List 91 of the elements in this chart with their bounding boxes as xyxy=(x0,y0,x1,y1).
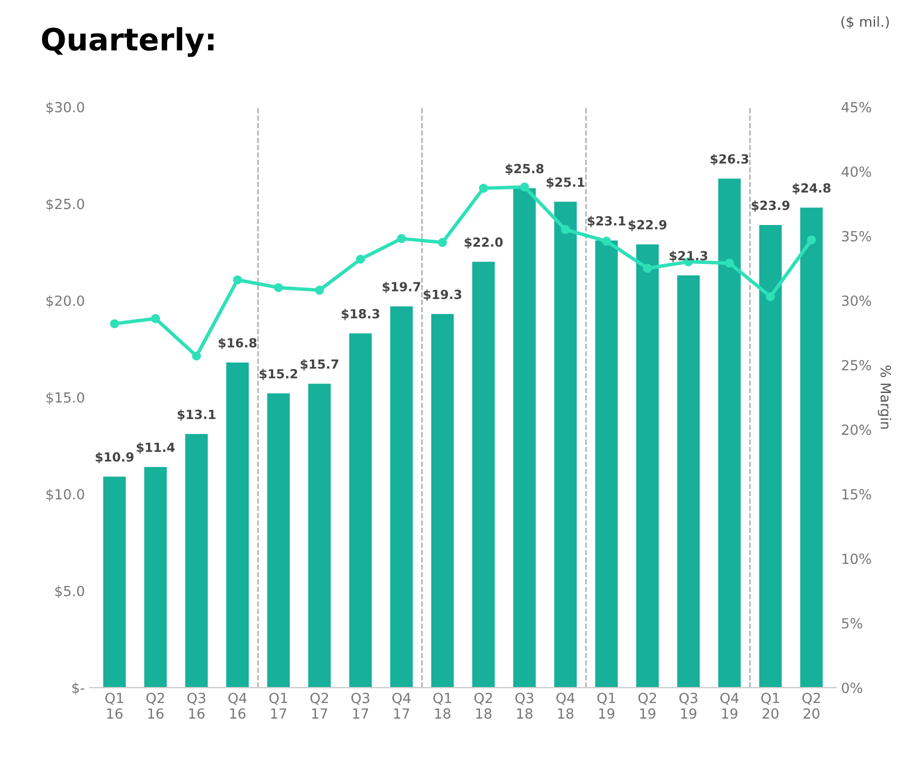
bar xyxy=(759,225,782,688)
x-tick-label: Q2 20 xyxy=(802,692,820,719)
data-label: $16.8 xyxy=(218,338,256,350)
x-tick-label: Q2 17 xyxy=(310,692,328,719)
bar xyxy=(144,466,167,688)
data-label: $25.1 xyxy=(546,177,584,189)
point xyxy=(274,283,284,292)
y2-tick-label: 10% xyxy=(842,554,872,564)
x-tick-label: Q3 17 xyxy=(351,692,370,719)
data-label: $22.9 xyxy=(628,220,666,232)
data-label: $26.3 xyxy=(710,154,748,166)
data-label: $21.3 xyxy=(670,250,708,262)
y2-axis-title: % Margin xyxy=(878,366,892,429)
point xyxy=(806,235,816,244)
bar xyxy=(308,384,331,688)
bar xyxy=(800,208,823,688)
data-label: $25.8 xyxy=(506,164,544,175)
data-label: $15.2 xyxy=(260,368,298,380)
point xyxy=(478,184,488,193)
y2-tick-label: 45% xyxy=(842,102,872,112)
text: ($ mil.) xyxy=(841,16,889,29)
point xyxy=(642,264,652,273)
bar xyxy=(390,306,413,688)
bar xyxy=(226,362,249,688)
data-label: $11.4 xyxy=(136,442,175,454)
x-tick-label: Q2 19 xyxy=(638,692,656,719)
point xyxy=(110,319,120,328)
data-label: $22.0 xyxy=(464,237,503,249)
bar xyxy=(472,262,495,688)
y2-tick-label: 35% xyxy=(842,230,872,242)
bar xyxy=(718,178,741,688)
data-label: $23.9 xyxy=(752,200,790,212)
x-tick-label: Q1 16 xyxy=(105,692,124,719)
point xyxy=(232,275,242,284)
bar xyxy=(185,434,208,688)
x-tick-label: Q1 18 xyxy=(433,692,452,719)
y2-tick-label: 30% xyxy=(842,295,872,306)
point xyxy=(724,258,734,268)
x-tick-label: Q4 17 xyxy=(392,692,411,719)
y2-tick-label: 20% xyxy=(842,424,872,436)
point xyxy=(150,314,160,324)
bar xyxy=(554,202,577,688)
point xyxy=(314,286,324,295)
x-tick-label: Q2 16 xyxy=(146,692,164,719)
y-tick-label: $20.0 xyxy=(46,295,84,308)
x-tick-label: Q4 19 xyxy=(720,692,739,719)
point xyxy=(766,292,775,302)
y-tick-label: $15.0 xyxy=(46,392,84,405)
data-label: $15.7 xyxy=(300,359,338,370)
x-tick-label: Q1 17 xyxy=(269,692,288,719)
bar xyxy=(349,333,372,688)
y2-tick-label: 25% xyxy=(842,360,872,370)
x-tick-label: Q4 16 xyxy=(228,692,247,719)
y-tick-label: $30.0 xyxy=(46,102,84,114)
data-label: $24.8 xyxy=(792,183,830,194)
y2-tick-label: 15% xyxy=(842,489,872,500)
point xyxy=(560,225,570,234)
y-tick-label: $25.0 xyxy=(46,198,84,212)
point xyxy=(520,182,529,192)
bar xyxy=(431,314,454,688)
data-label: $19.7 xyxy=(382,282,420,294)
point xyxy=(396,234,406,244)
y-tick-label: $10.0 xyxy=(46,488,84,502)
x-tick-label: Q1 20 xyxy=(761,692,780,719)
data-label: $18.3 xyxy=(342,308,380,320)
bar xyxy=(513,188,536,688)
point xyxy=(356,254,366,264)
x-tick-label: Q2 18 xyxy=(474,692,492,719)
x-tick-label: Q1 19 xyxy=(597,692,616,719)
chart-title: Quarterly: xyxy=(42,27,214,57)
y-tick-label: $5.0 xyxy=(55,586,84,598)
bar xyxy=(267,393,290,688)
bar xyxy=(103,476,126,688)
data-label: $19.3 xyxy=(424,289,462,301)
point xyxy=(192,351,202,361)
y2-tick-label: 5% xyxy=(842,618,862,629)
data-label: $23.1 xyxy=(588,216,626,228)
point xyxy=(602,236,611,246)
x-tick-label: Q4 18 xyxy=(556,692,575,719)
y2-tick-label: 0% xyxy=(842,682,862,694)
y-tick-label: $- xyxy=(72,682,84,695)
x-tick-label: Q3 18 xyxy=(515,692,534,719)
bar xyxy=(677,275,700,688)
data-label: $10.9 xyxy=(96,452,134,464)
x-tick-label: Q3 16 xyxy=(187,692,206,719)
y2-tick-label: 40% xyxy=(842,166,872,177)
x-tick-label: Q3 19 xyxy=(679,692,698,719)
data-label: $13.1 xyxy=(178,409,216,421)
bar xyxy=(636,244,659,688)
point xyxy=(438,238,447,247)
bar xyxy=(595,240,618,688)
